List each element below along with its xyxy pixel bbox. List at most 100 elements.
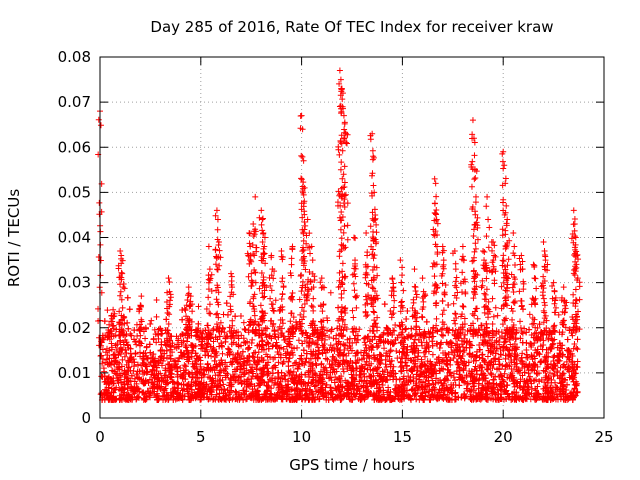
data-point bbox=[373, 340, 380, 347]
data-point bbox=[218, 386, 225, 393]
data-point bbox=[280, 345, 287, 352]
data-point bbox=[530, 320, 537, 327]
data-point bbox=[311, 383, 318, 390]
data-point bbox=[344, 336, 351, 343]
data-point bbox=[443, 384, 450, 391]
data-point bbox=[326, 334, 333, 341]
data-point bbox=[517, 376, 524, 383]
data-point bbox=[487, 370, 494, 377]
data-point bbox=[315, 337, 322, 344]
data-point bbox=[210, 338, 217, 345]
data-point bbox=[436, 368, 443, 375]
data-point bbox=[129, 394, 136, 401]
data-point bbox=[148, 317, 155, 324]
data-point bbox=[532, 387, 539, 394]
data-point bbox=[480, 336, 487, 343]
data-point bbox=[545, 336, 552, 343]
data-point bbox=[264, 325, 271, 332]
data-point bbox=[284, 384, 291, 391]
data-point bbox=[315, 344, 322, 351]
data-point bbox=[523, 347, 530, 354]
data-point bbox=[150, 336, 157, 343]
data-point bbox=[174, 368, 181, 375]
data-point bbox=[403, 315, 410, 322]
data-point bbox=[286, 355, 293, 362]
data-point bbox=[186, 370, 193, 377]
data-point bbox=[175, 337, 182, 344]
data-point bbox=[180, 381, 187, 388]
data-point bbox=[318, 361, 325, 368]
data-point bbox=[153, 296, 160, 303]
data-point bbox=[172, 357, 179, 364]
data-point bbox=[169, 340, 176, 347]
data-point bbox=[546, 369, 553, 376]
data-point bbox=[119, 356, 126, 363]
data-point bbox=[140, 371, 147, 378]
data-point bbox=[180, 386, 187, 393]
data-point bbox=[456, 382, 463, 389]
data-point bbox=[205, 352, 212, 359]
data-point bbox=[485, 362, 492, 369]
data-point bbox=[472, 389, 479, 396]
data-point bbox=[337, 396, 344, 403]
data-point bbox=[240, 319, 247, 326]
data-points bbox=[95, 67, 583, 403]
data-point bbox=[517, 318, 524, 325]
data-point bbox=[142, 335, 149, 342]
data-point bbox=[159, 346, 166, 353]
data-point bbox=[229, 372, 236, 379]
data-point bbox=[220, 381, 227, 388]
data-point bbox=[574, 336, 581, 343]
data-point bbox=[322, 364, 329, 371]
data-point bbox=[327, 289, 334, 296]
data-point bbox=[527, 340, 534, 347]
data-point bbox=[143, 369, 150, 376]
x-axis-label: GPS time / hours bbox=[289, 456, 415, 474]
data-point bbox=[381, 345, 388, 352]
data-point bbox=[184, 338, 191, 345]
data-point bbox=[104, 352, 111, 359]
data-point bbox=[195, 303, 202, 310]
data-point bbox=[398, 353, 405, 360]
data-point bbox=[300, 347, 307, 354]
data-point bbox=[189, 360, 196, 367]
data-point bbox=[179, 316, 186, 323]
data-point bbox=[528, 343, 535, 350]
data-point bbox=[513, 389, 520, 396]
data-point bbox=[163, 354, 170, 361]
data-point bbox=[198, 342, 205, 349]
data-point bbox=[506, 352, 513, 359]
data-point bbox=[106, 347, 113, 354]
data-point bbox=[268, 385, 275, 392]
data-point bbox=[377, 360, 384, 367]
data-point bbox=[414, 353, 421, 360]
data-point bbox=[169, 349, 176, 356]
data-point bbox=[335, 304, 342, 311]
data-point bbox=[472, 363, 479, 370]
data-point bbox=[288, 386, 295, 393]
data-point bbox=[533, 376, 540, 383]
data-point bbox=[421, 353, 428, 360]
data-point bbox=[357, 368, 364, 375]
data-point bbox=[385, 384, 392, 391]
data-point bbox=[501, 370, 508, 377]
data-point bbox=[310, 376, 317, 383]
data-point bbox=[444, 361, 451, 368]
data-point bbox=[466, 350, 473, 357]
data-point bbox=[126, 306, 133, 313]
data-point bbox=[450, 355, 457, 362]
data-point bbox=[374, 344, 381, 351]
data-point bbox=[552, 379, 559, 386]
data-point bbox=[514, 379, 521, 386]
data-point bbox=[465, 359, 472, 366]
data-point bbox=[556, 357, 563, 364]
data-point bbox=[294, 365, 301, 372]
data-point bbox=[133, 341, 140, 348]
data-point bbox=[499, 362, 506, 369]
data-point bbox=[136, 349, 143, 356]
data-point bbox=[102, 349, 109, 356]
data-point bbox=[376, 388, 383, 395]
data-point bbox=[158, 362, 165, 369]
data-point bbox=[403, 325, 410, 332]
data-point bbox=[345, 350, 352, 357]
